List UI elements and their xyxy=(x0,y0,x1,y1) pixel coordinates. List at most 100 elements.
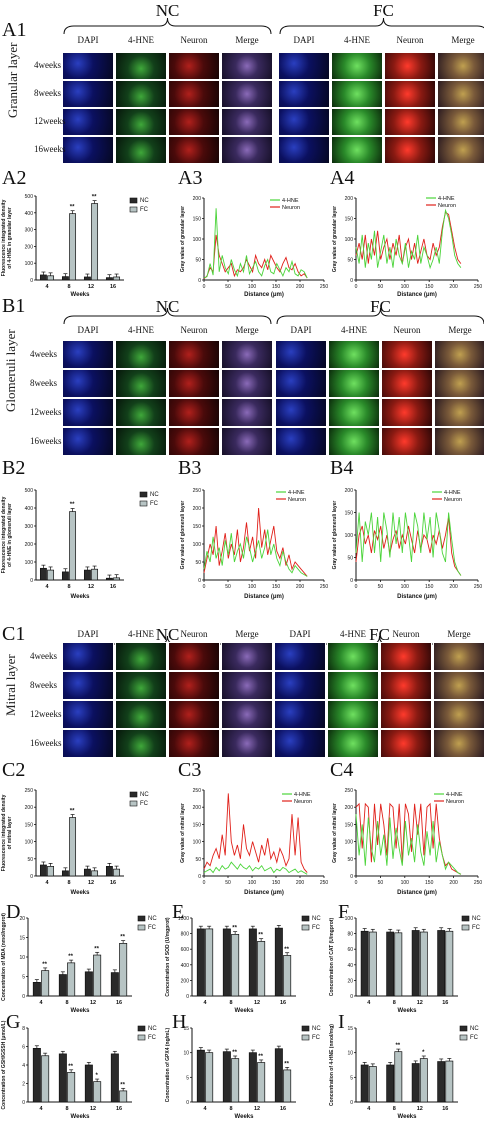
x-tick-label: 12 xyxy=(417,1000,423,1006)
y-tick-label: 100 xyxy=(25,560,34,566)
y-tick-label: 8 xyxy=(22,1026,25,1032)
y-tick-label: 150 xyxy=(193,524,202,530)
y-tick-label: 0 xyxy=(30,874,33,880)
chart-h: 0 5 10 15 4 8 ** 12 ** 16 ** Weeks Concentration of … xyxy=(165,1025,321,1120)
y-tick-label: 100 xyxy=(25,261,34,267)
bar-nc xyxy=(386,1064,395,1103)
series-line-neuron xyxy=(355,802,462,875)
y-tick-label: 20 xyxy=(347,978,353,984)
panel-label-b2: B2 xyxy=(2,457,26,479)
micrograph-a-nc-r2-c2 xyxy=(168,108,220,136)
bar-nc xyxy=(39,567,47,581)
x-tick-label: 4 xyxy=(203,1000,207,1006)
micrograph-a-nc-r0-c0 xyxy=(62,52,114,80)
bar-nc xyxy=(83,276,91,281)
micrograph-b-fc-r1-c3 xyxy=(434,369,484,398)
micrograph-a-fc-r0-c0 xyxy=(278,52,330,80)
y-tick-label: 200 xyxy=(345,488,354,494)
x-tick-label: 50 xyxy=(225,880,231,886)
panel-label-b1: B1 xyxy=(2,295,26,317)
x-tick-label: 16 xyxy=(110,880,116,886)
row-label-b-1: 8weeks xyxy=(30,377,57,388)
y-tick-label: 0 xyxy=(30,278,33,284)
y-tick-label: 150 xyxy=(25,822,34,828)
y-tick-label: 0 xyxy=(198,578,201,584)
y-tick-label: 600 xyxy=(181,947,190,953)
legend-swatch-nc xyxy=(137,1025,146,1032)
x-tick-label: 8 xyxy=(393,1106,396,1112)
x-tick-label: 4 xyxy=(45,584,49,590)
y-axis-label: of 4-HNE in glomeruli layer xyxy=(7,503,13,567)
y-tick-label: 200 xyxy=(345,196,354,202)
column-header-a-fc-1: 4-HNE xyxy=(344,35,370,45)
legend-swatch-nc xyxy=(459,1025,468,1032)
micrograph-c-nc-r3-c3 xyxy=(221,729,273,758)
micrograph-a-nc-r1-c2 xyxy=(168,80,220,108)
bar-fc xyxy=(445,1060,454,1103)
significance-mark: ** xyxy=(232,926,237,932)
legend-swatch-fc xyxy=(139,500,148,507)
x-tick-label: 4 xyxy=(45,284,49,290)
x-axis-label: Weeks xyxy=(235,1008,255,1014)
legend-swatch-fc xyxy=(459,1034,468,1041)
bar-fc xyxy=(257,941,266,997)
x-axis-label: Distance (μm) xyxy=(397,292,437,298)
bar-fc xyxy=(368,1066,377,1103)
series-line-4-hne xyxy=(203,208,308,279)
bar-nc xyxy=(32,981,41,997)
y-tick-label: 100 xyxy=(345,916,354,922)
legend-label-4-hne: 4-HNE xyxy=(446,792,463,798)
row-label-b-2: 12weeks xyxy=(30,406,62,417)
x-tick-label: 250 xyxy=(320,584,328,590)
column-header-c-nc-3: Merge xyxy=(235,629,259,639)
bar-fc xyxy=(205,1052,214,1103)
bar-nc xyxy=(360,1064,369,1103)
y-tick-label: 0 xyxy=(198,874,201,880)
y-tick-label: 200 xyxy=(25,542,34,548)
legend-label-fc: FC xyxy=(312,925,321,931)
legend-label-nc: NC xyxy=(470,1026,479,1032)
column-header-c-nc-1: 4-HNE xyxy=(128,629,154,639)
y-axis-label: Gray value of granular layer xyxy=(332,206,338,272)
x-tick-label: 50 xyxy=(225,584,231,590)
micrograph-b-fc-r2-c3 xyxy=(434,398,484,427)
column-header-b-fc-3: Merge xyxy=(448,325,472,335)
micrograph-b-nc-r0-c0 xyxy=(62,340,114,369)
y-tick-label: 150 xyxy=(193,217,202,223)
x-tick-label: 12 xyxy=(254,1000,260,1006)
bar-fc xyxy=(47,275,55,281)
x-tick-label: 250 xyxy=(320,880,328,886)
column-header-b-nc-3: Merge xyxy=(235,325,259,335)
bar-fc xyxy=(47,866,55,877)
panel-label-a3: A3 xyxy=(178,167,203,189)
significance-mark: * xyxy=(422,1050,425,1056)
chart-a4: 0 50 100 150 200 0 50 100 150 200 250 Distance (μm)… xyxy=(332,196,482,298)
micrograph-c-nc-r1-c3 xyxy=(221,671,273,700)
y-axis-label: Gray value of granular layer xyxy=(180,206,186,272)
chart-e: 0 200 400 600 800 1000 4 8 ** 12 ** 16 ** Weeks Concen… xyxy=(165,915,321,1014)
significance-mark: ** xyxy=(120,1082,125,1088)
panel-label-f: F xyxy=(338,901,350,923)
micrograph-c-fc-r1-c2 xyxy=(380,671,432,700)
x-tick-label: 4 xyxy=(367,1106,371,1112)
column-header-b-nc-2: Neuron xyxy=(180,325,208,335)
micrograph-a-fc-r0-c2 xyxy=(384,52,436,80)
micrograph-c-nc-r0-c1 xyxy=(115,642,167,671)
bar-fc xyxy=(47,569,55,581)
bar-nc xyxy=(61,571,69,581)
chart-b4: 0 50 100 150 200 0 50 100 150 200 250 Distance (μm)… xyxy=(332,488,482,600)
micrograph-c-fc-r3-c0 xyxy=(274,729,326,758)
micrograph-b-nc-r2-c0 xyxy=(62,398,114,427)
bar-nc xyxy=(83,868,91,877)
micrograph-b-nc-r3-c3 xyxy=(221,427,273,456)
series-line-neuron xyxy=(355,516,462,576)
y-tick-label: 10 xyxy=(19,955,25,961)
legend-label-fc: FC xyxy=(148,1035,157,1041)
x-axis-label: Distance (μm) xyxy=(397,890,437,896)
x-tick-label: 8 xyxy=(229,1000,232,1006)
micrograph-c-nc-r2-c0 xyxy=(62,700,114,729)
micrograph-c-fc-r0-c0 xyxy=(274,642,326,671)
bar-fc xyxy=(69,213,77,281)
column-header-c-fc-2: Neuron xyxy=(392,629,420,639)
panel-label-c2: C2 xyxy=(2,759,26,781)
